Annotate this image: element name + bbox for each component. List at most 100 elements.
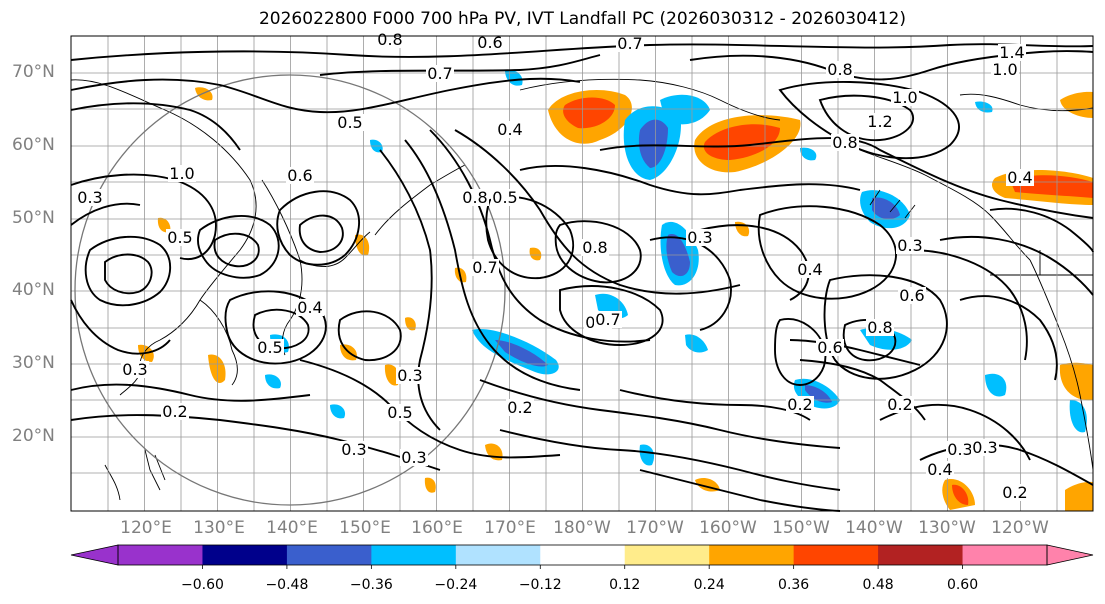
lon-label: 160°W [699,518,757,538]
contour-label-bg [491,189,519,206]
contour-label-bg [896,237,924,254]
pv-contour [939,235,1094,296]
pv-contour [818,94,914,142]
contour-label: 0.2 [507,398,532,417]
contour-label: 0.5 [337,113,362,132]
contour-label: 1.0 [169,164,194,183]
pv-contour [454,129,741,295]
contour-label: 0.5 [167,228,192,247]
coastline [374,164,466,236]
pv-contour [70,383,311,402]
pv-contour [789,339,921,366]
lon-label: 130°W [918,518,976,538]
pv-contour [479,379,841,449]
contour-label-bg [1001,484,1029,501]
lat-label: 70°N [12,62,55,82]
contour-label-bg [991,61,1019,78]
pv-contour [689,50,1094,81]
contour-label: 0.8 [827,60,852,79]
anomaly-patch [872,197,900,220]
contour-label-bg [336,114,364,131]
contour-label-bg [386,404,414,421]
contour-label-bg [286,167,314,184]
pv-contour [599,137,1094,219]
pv-contour [429,129,651,343]
pv-contour [84,235,172,307]
colorbar-low-extend [70,544,119,566]
coastline [1029,259,1094,471]
contour-label-bg [998,44,1026,61]
colorbar-tick-label: 0.36 [778,577,810,593]
colorbar-segment [878,545,964,565]
anomaly-patch [265,374,281,389]
contour-label-bg [1006,169,1034,186]
colorbar-tick-label: −0.60 [181,577,224,593]
contour-label-bg [796,261,824,278]
pv-contour [774,318,827,386]
lon-label: 170°W [626,518,684,538]
pv-contour [519,165,861,196]
pv-contour [319,54,601,76]
contour-label: 0.5 [387,403,412,422]
contour-label: 0.8 [832,133,857,152]
contour-label-bg [826,61,854,78]
colorbar-segment [962,545,1048,565]
lat-label: 60°N [12,135,55,155]
colorbar-segment [540,545,626,565]
distance-ring [74,74,506,506]
anomaly-patch [805,385,832,403]
contour-label: 0.7 [472,258,497,277]
contour-label-bg [898,287,926,304]
pv-contour [989,207,1094,253]
colorbar-high-extend [1046,544,1094,566]
contour-label: 0.4 [297,298,322,317]
lon-label: 180°W [553,518,611,538]
colorbar-tick-label: 0.60 [946,577,979,593]
contour-label-bg [926,461,954,478]
contour-label-bg [506,399,534,416]
contour-label-bg [581,239,609,256]
colorbar-segment [118,545,203,565]
anomaly-patch [563,97,615,129]
pv-contour [299,359,561,459]
coastline [199,299,238,386]
colorbar-segment [455,545,541,565]
contour-label-bg [296,299,324,316]
anomaly-patch [1065,481,1093,511]
contour-label: 0.4 [797,260,822,279]
lon-label: 150°W [772,518,830,538]
anomaly-patch [638,119,668,168]
anomaly-patch [330,404,346,419]
anomaly-patch [1060,91,1093,118]
contour-label-bg [396,367,424,384]
contour-label: 0.6 [817,338,842,357]
contour-label-bg [256,339,284,356]
anomaly-patch [703,124,780,160]
contour-label: 0.2 [787,395,812,414]
colorbar-segment [286,545,372,565]
contour-label-bg [686,229,714,246]
contour-label: 0.3 [897,236,922,255]
pv-contour [649,236,732,331]
contour-label-bg [616,35,644,52]
contour-label: 0.2 [1002,483,1027,502]
contour-label-bg [831,134,859,151]
anomaly-patch [1059,362,1093,401]
plot-title: 2026022800 F000 700 hPa PV, IVT Landfall… [258,9,906,29]
pv-contour [213,232,260,268]
colorbar-tick-label: −0.24 [434,577,478,593]
coastline [869,189,916,219]
pv-contour [559,285,664,346]
lat-label: 50°N [12,208,55,228]
colorbar-tick-label: −0.12 [518,577,562,593]
anomaly-patch [424,477,436,493]
pv-contour [554,220,642,284]
contour-label: 0.8 [377,30,402,49]
contour-label: 0.6 [899,286,924,305]
contour-label-bg [161,403,189,420]
map-frame [70,35,1094,512]
contour-label: 0.6 [477,33,502,52]
contour-label-bg [168,165,196,182]
contour-label-bg [594,311,622,328]
